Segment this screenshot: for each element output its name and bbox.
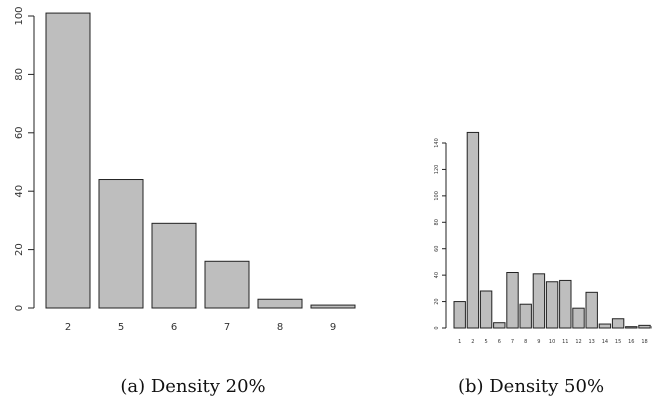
chart-b-bar-11 xyxy=(559,279,572,329)
chart-b-x-tick-label: 9 xyxy=(537,339,540,345)
chart-b-bar-13 xyxy=(585,291,598,329)
chart-a-y-tick-label: 100 xyxy=(14,6,25,25)
chart-a-bar-5 xyxy=(98,179,144,309)
chart-b-x-tick-label: 15 xyxy=(615,339,621,345)
chart-b-bar-12 xyxy=(572,307,585,329)
chart-a-x-tick-label: 5 xyxy=(118,322,124,333)
chart-b-bar-2 xyxy=(466,131,480,329)
chart-a-bar-7 xyxy=(204,260,250,309)
chart-a-y-tick-label: 60 xyxy=(14,126,25,139)
chart-b-bar-7 xyxy=(506,272,519,329)
chart-b-y-tick-label: 60 xyxy=(434,246,440,252)
chart-a-y-tick-label: 80 xyxy=(14,68,25,81)
chart-a-bar-8 xyxy=(257,298,303,309)
chart-a-x-tick-label: 6 xyxy=(171,322,177,333)
chart-b-x-tick-label: 18 xyxy=(641,339,647,345)
chart-b-y-tick-label: 0 xyxy=(434,326,440,329)
chart-a-bar-9 xyxy=(310,304,356,309)
chart-b-x-tick-label: 11 xyxy=(562,339,568,345)
chart-a-y-tick-label: 0 xyxy=(14,305,25,311)
chart-a-bars xyxy=(45,12,356,309)
chart-b-bar-16 xyxy=(625,326,638,329)
chart-a-y-tick-label: 20 xyxy=(14,243,25,256)
chart-b-y-axis: 0 20 40 60 80 100 120 140 xyxy=(434,138,447,330)
chart-b-y-tick-label: 140 xyxy=(434,138,440,148)
chart-a-y-tick-label: 40 xyxy=(14,185,25,198)
chart-a-x-tick-label: 2 xyxy=(65,322,71,333)
chart-b-bar-10 xyxy=(545,281,559,329)
chart-b-x-tick-label: 8 xyxy=(524,339,527,345)
chart-b-bar-9 xyxy=(532,273,546,329)
chart-b-y-tick-label: 40 xyxy=(434,272,440,278)
chart-a-x-tick-label: 9 xyxy=(330,322,336,333)
chart-b-bar-18 xyxy=(638,324,651,329)
chart-a-bar-2 xyxy=(45,12,91,309)
chart-b-bar-5 xyxy=(479,290,493,329)
chart-b-x-tick-label: 6 xyxy=(498,339,501,345)
chart-b-x-tick-label: 7 xyxy=(511,339,514,345)
chart-a-x-axis: 2 5 6 7 8 9 xyxy=(65,322,336,333)
chart-a-x-tick-label: 7 xyxy=(224,322,230,333)
chart-b-x-tick-label: 1 xyxy=(458,339,461,345)
chart-b-x-tick-label: 13 xyxy=(589,339,595,345)
chart-b-bar-14 xyxy=(598,323,612,329)
chart-b-bars xyxy=(453,131,652,329)
chart-b-x-tick-label: 2 xyxy=(471,339,474,345)
chart-a-density-20: 0 20 40 60 80 100 2 5 6 7 8 9 xyxy=(14,6,356,333)
chart-b-bar-8 xyxy=(519,303,532,329)
chart-b-bar-6 xyxy=(493,322,506,329)
chart-b-bar-15 xyxy=(611,318,625,329)
chart-b-x-tick-label: 5 xyxy=(485,339,488,345)
chart-b-y-tick-label: 100 xyxy=(434,191,440,201)
chart-b-y-tick-label: 80 xyxy=(434,219,440,225)
chart-b-y-tick-label: 120 xyxy=(434,165,440,175)
chart-b-x-tick-label: 12 xyxy=(575,339,581,345)
chart-b-x-tick-label: 14 xyxy=(602,339,608,345)
chart-a-x-tick-label: 8 xyxy=(277,322,283,333)
chart-b-x-axis: 1 2 5 6 7 8 9 10 11 12 13 14 15 16 18 xyxy=(458,339,648,345)
caption-a: (a) Density 20% xyxy=(120,376,265,397)
chart-a-y-axis: 0 20 40 60 80 100 xyxy=(14,6,35,311)
chart-b-x-tick-label: 16 xyxy=(628,339,634,345)
chart-a-bar-6 xyxy=(151,222,197,309)
chart-b-y-tick-label: 20 xyxy=(434,298,440,304)
chart-b-bar-1 xyxy=(453,301,466,329)
caption-b: (b) Density 50% xyxy=(458,376,604,397)
chart-b-x-tick-label: 10 xyxy=(549,339,555,345)
